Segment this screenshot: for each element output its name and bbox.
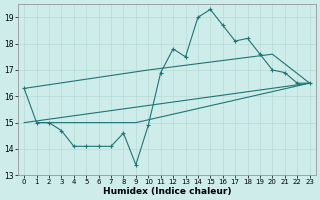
X-axis label: Humidex (Indice chaleur): Humidex (Indice chaleur): [103, 187, 231, 196]
